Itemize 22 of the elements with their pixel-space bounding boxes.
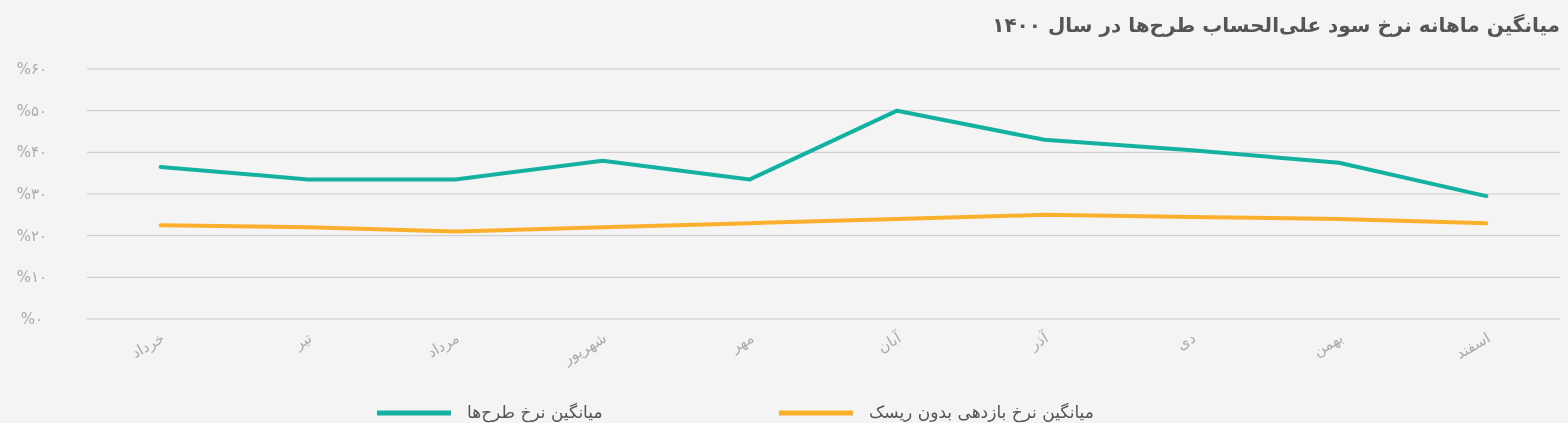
x-tick-label: آبان bbox=[874, 328, 905, 357]
chart-title: میانگین ماهانه نرخ سود علی‌الحساب طرح‌ها در سال ۱۴۰۰ bbox=[992, 13, 1560, 37]
x-tick-label: بهمن bbox=[1310, 328, 1347, 361]
line-series bbox=[158, 212, 1489, 234]
y-tick-label: %۶۰ bbox=[16, 60, 48, 78]
legend-label: میانگین نرخ بازدهی بدون ریسک bbox=[869, 402, 1094, 423]
x-tick-label: دی bbox=[1173, 328, 1199, 354]
y-tick-label: %۱۰ bbox=[16, 268, 48, 287]
x-tick-label: شهریور bbox=[559, 328, 610, 369]
line-series bbox=[158, 108, 1489, 199]
x-tick-label: مهر bbox=[726, 328, 757, 357]
y-tick-label: %۰ bbox=[20, 310, 44, 328]
y-tick-label: %۲۰ bbox=[16, 226, 48, 245]
x-tick-label: اسفند bbox=[1452, 328, 1494, 363]
y-tick-label: %۴۰ bbox=[16, 143, 48, 162]
x-tick-label: آذر bbox=[1025, 328, 1053, 355]
legend-label: میانگین نرخ طرح‌ها bbox=[467, 402, 603, 423]
x-tick-label: خرداد bbox=[128, 328, 168, 362]
y-tick-label: %۳۰ bbox=[16, 185, 48, 203]
x-tick-label: تیر bbox=[290, 328, 315, 354]
y-tick-label: %۵۰ bbox=[16, 101, 48, 120]
x-tick-label: مرداد bbox=[423, 328, 463, 362]
